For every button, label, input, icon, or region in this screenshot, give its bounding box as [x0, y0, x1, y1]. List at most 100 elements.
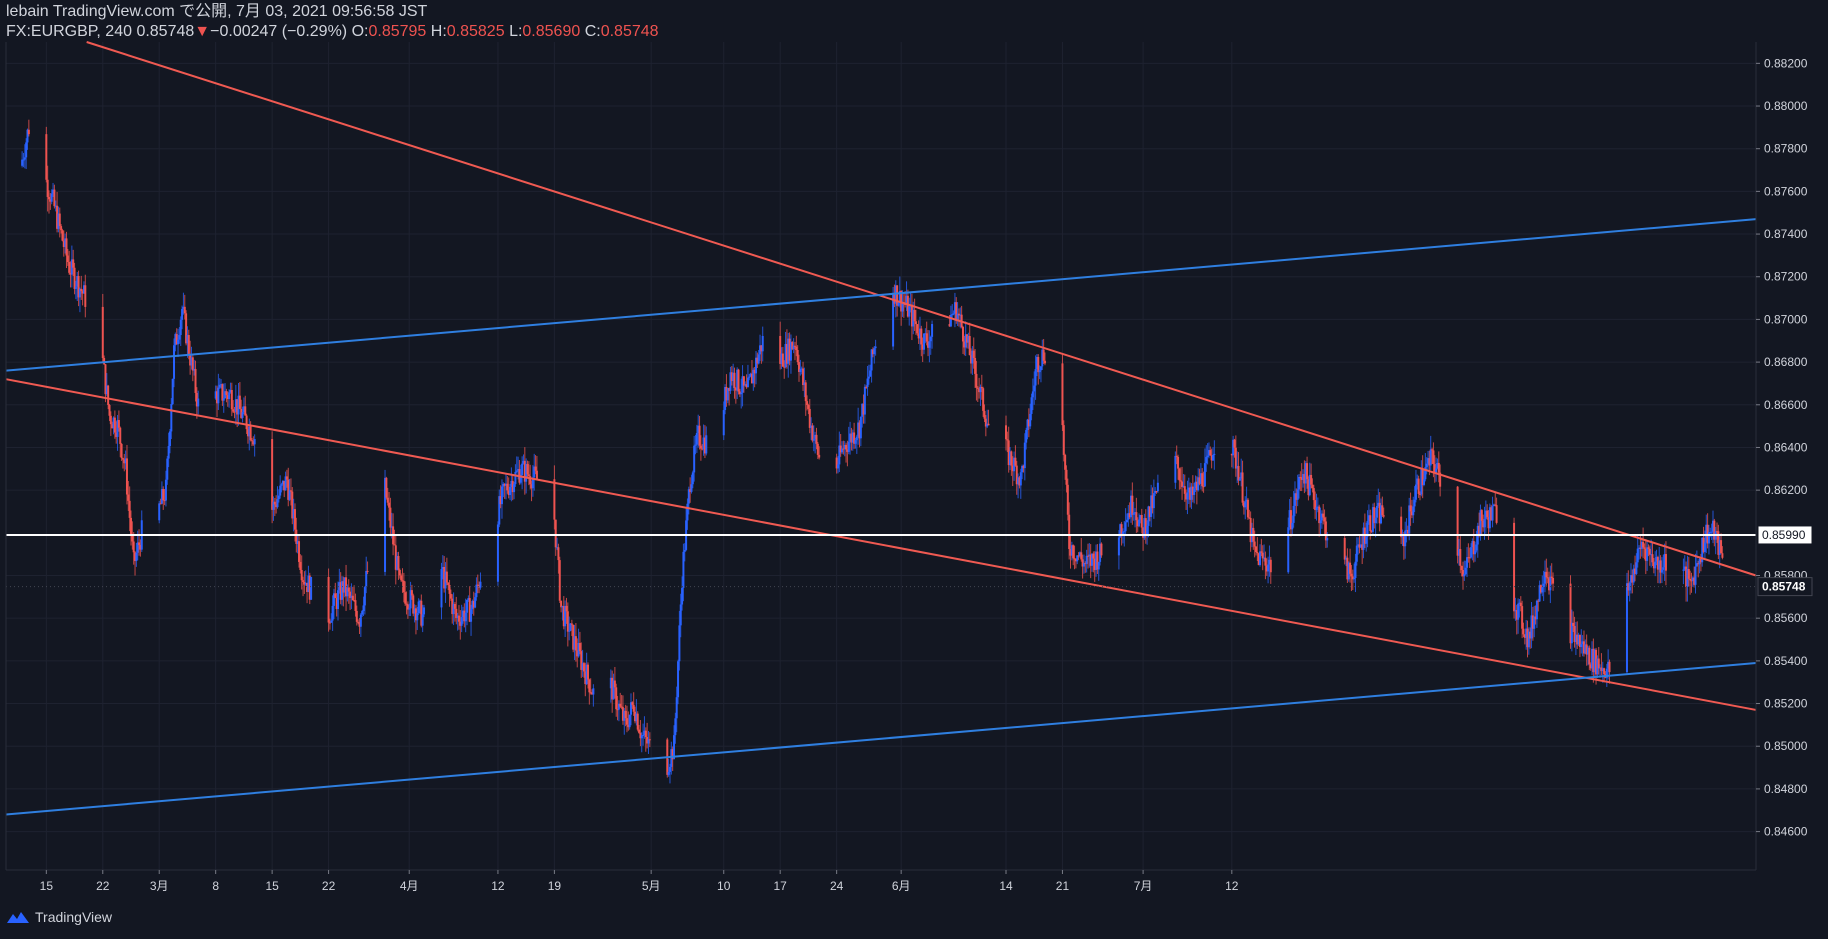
candle-body: [1691, 577, 1694, 582]
candle-body: [1015, 465, 1018, 485]
candle-body: [1230, 453, 1233, 456]
candle-body: [1123, 531, 1126, 533]
candle-body: [691, 472, 694, 485]
candle-body: [1186, 492, 1189, 500]
candle-body: [53, 189, 56, 207]
candle-body: [729, 372, 732, 391]
candle-body: [1487, 517, 1490, 529]
candle-body: [1092, 553, 1095, 559]
candle-body: [271, 439, 274, 510]
candle-body: [185, 313, 188, 344]
candle-body: [355, 610, 358, 622]
candle-body: [1193, 488, 1196, 495]
candle-body: [1409, 505, 1412, 512]
candle-body: [968, 336, 971, 356]
candle-body: [892, 294, 895, 347]
candle-body: [1038, 370, 1041, 373]
candle-body: [577, 643, 580, 657]
candle-body: [1237, 465, 1240, 481]
candle-body: [273, 501, 276, 505]
candle-body: [722, 410, 725, 436]
candle-body: [307, 575, 310, 592]
candle-body: [171, 378, 174, 405]
candle-body: [1006, 439, 1009, 441]
candle-body: [874, 346, 877, 349]
candle-body: [1260, 551, 1263, 553]
candle-body: [1142, 527, 1145, 538]
candle-body: [1292, 505, 1295, 523]
candle-body: [793, 345, 796, 347]
candle-body: [107, 385, 110, 405]
candle-body: [1425, 463, 1428, 468]
candle-body: [644, 730, 647, 738]
red-trendline[interactable]: [86, 41, 1757, 577]
candle-body: [1457, 549, 1460, 556]
candle-body: [1029, 413, 1032, 427]
candle-body: [1125, 519, 1128, 523]
candle-body: [52, 189, 55, 194]
candle-body: [50, 193, 53, 202]
candle-body: [1288, 510, 1291, 528]
candle-body: [1324, 521, 1327, 541]
candle-body: [1030, 397, 1033, 414]
candle-body: [1095, 551, 1098, 570]
candle-body: [804, 382, 807, 402]
candle-body: [800, 368, 803, 370]
candle-body: [179, 319, 182, 336]
candle-body: [245, 415, 248, 430]
candle-body: [959, 314, 962, 316]
candle-body: [1632, 568, 1635, 583]
candle-body: [1099, 543, 1102, 562]
red-trendline[interactable]: [5, 378, 1757, 711]
blue-trendline[interactable]: [5, 662, 1757, 816]
x-tick-label: 21: [1056, 879, 1070, 893]
candle-body: [475, 584, 478, 598]
candle-body: [591, 692, 594, 695]
candle-body: [870, 349, 873, 371]
candle-body: [197, 398, 200, 407]
y-tick-label: 0.86800: [1764, 355, 1808, 369]
candle-body: [732, 372, 735, 382]
candle-body: [646, 737, 649, 744]
candle-body: [862, 403, 865, 415]
candle-body: [792, 345, 795, 350]
candle-body: [104, 364, 107, 395]
candle-body: [72, 259, 75, 268]
price-axis[interactable]: 0.88200 0.88000 0.87800 0.87600 0.87400 0.872…: [1756, 56, 1808, 839]
blue-trendline[interactable]: [5, 218, 1757, 372]
candle-body: [300, 569, 303, 581]
candle-body: [1300, 477, 1303, 480]
candle-body: [1662, 567, 1665, 570]
candle-body: [357, 621, 360, 623]
candle-body: [1608, 661, 1611, 673]
candle-body: [967, 336, 970, 343]
candle-body: [1248, 517, 1251, 519]
candle-body: [1042, 349, 1045, 361]
candle-body: [1535, 600, 1538, 620]
candle-body: [1034, 369, 1037, 386]
candle-body: [1190, 486, 1193, 500]
candle-body: [1259, 551, 1262, 566]
candle-body: [443, 566, 446, 589]
candle-body: [1717, 531, 1720, 555]
time-axis[interactable]: 15 22 3月 8 15 22 4月 12 19 5月 10 17 24 6月 14 21 7月 12: [40, 870, 1239, 893]
y-tick-label: 0.87600: [1764, 184, 1808, 198]
candle-body: [560, 600, 563, 608]
candle-body: [785, 343, 788, 364]
candle-body: [1495, 505, 1498, 523]
candle-body: [585, 664, 588, 685]
candle-body: [328, 622, 331, 624]
candle-body: [1459, 549, 1462, 566]
candle-body: [341, 581, 344, 600]
candle-body: [1299, 476, 1302, 478]
candle-body: [77, 276, 80, 298]
candle-body: [1652, 562, 1655, 569]
candle-body: [182, 306, 185, 309]
candle-body: [1648, 548, 1651, 555]
candle-body: [1527, 631, 1530, 648]
candle-body: [69, 272, 72, 275]
candle-body: [285, 476, 288, 480]
candle-body: [252, 441, 255, 445]
x-tick-label: 17: [774, 879, 788, 893]
